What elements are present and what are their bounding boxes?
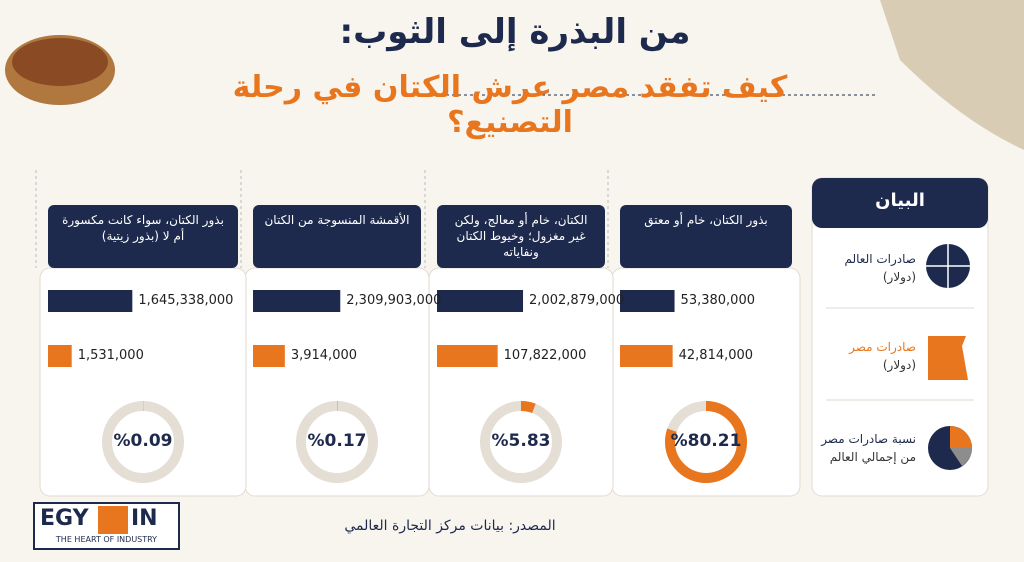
egypt-icon — [928, 336, 968, 380]
product-name: بذور الكتان، خام أو معتق — [644, 213, 768, 227]
egypt-value: 1,531,000 — [77, 348, 144, 363]
legend-header — [812, 178, 988, 228]
share-label: %0.09 — [113, 431, 173, 451]
pie-slice — [950, 448, 972, 466]
logo-text: IN — [131, 506, 158, 531]
title: من البذرة إلى الثوب: — [339, 12, 691, 52]
legend-label: صادرات العالم — [844, 252, 916, 266]
legend-sublabel: (دولار) — [882, 358, 916, 372]
egypt-value: 107,822,000 — [503, 348, 587, 363]
egypt-bar — [620, 345, 673, 367]
share-label: %5.83 — [491, 431, 551, 451]
product-name: بذور الكتان، سواء كانت مكسورة أم لا (بذو… — [62, 213, 224, 243]
egypt-bar — [437, 345, 498, 367]
legend-label: نسبة صادرات مصر — [821, 432, 916, 446]
subtitle: كيف تفقد مصر عرش الكتان في رحلة التصنيع؟ — [232, 70, 788, 140]
world-value: 2,309,903,000 — [346, 293, 442, 308]
donut-share — [102, 401, 184, 483]
world-bar — [253, 290, 341, 312]
world-bar — [437, 290, 524, 312]
logo-box — [33, 502, 180, 550]
world-value: 1,645,338,000 — [138, 293, 234, 308]
seeds — [12, 38, 108, 86]
card-header — [253, 205, 421, 268]
world-bar — [48, 290, 133, 312]
legend-sublabel: من إجمالي العالم — [829, 450, 916, 464]
card-header — [437, 205, 605, 268]
card-header — [620, 205, 792, 268]
logo-tagline: THE HEART OF INDUSTRY — [55, 535, 158, 544]
egypt-bar — [48, 345, 72, 367]
egypt-bar — [253, 345, 285, 367]
world-value: 2,002,879,000 — [529, 293, 625, 308]
logo-text: EGY — [40, 506, 89, 531]
legend-title: البيان — [875, 190, 925, 211]
product-name: الكتان، خام أو معالج، ولكن غير مغزول؛ وخ… — [454, 213, 588, 259]
share-label: %0.17 — [307, 431, 367, 451]
pie-slice — [950, 426, 972, 448]
donut-share — [296, 401, 378, 483]
logo-mark — [98, 506, 128, 534]
share-label: %80.21 — [670, 431, 742, 451]
world-value: 53,380,000 — [680, 293, 755, 308]
donut-share — [480, 401, 562, 483]
product-name: الأقمشة المنسوجة من الكتان — [264, 213, 410, 227]
globe-lines — [926, 244, 970, 288]
legend-label: صادرات مصر — [849, 340, 916, 354]
egypt-value: 3,914,000 — [290, 348, 358, 363]
linen-cloth — [880, 0, 1024, 150]
donut-share — [665, 401, 747, 483]
world-bar — [620, 290, 675, 312]
source: المصدر: بيانات مركز التجارة العالمي — [344, 518, 556, 534]
legend-sublabel: (دولار) — [882, 270, 916, 284]
egypt-value: 42,814,000 — [678, 348, 754, 363]
card-header — [48, 205, 238, 268]
